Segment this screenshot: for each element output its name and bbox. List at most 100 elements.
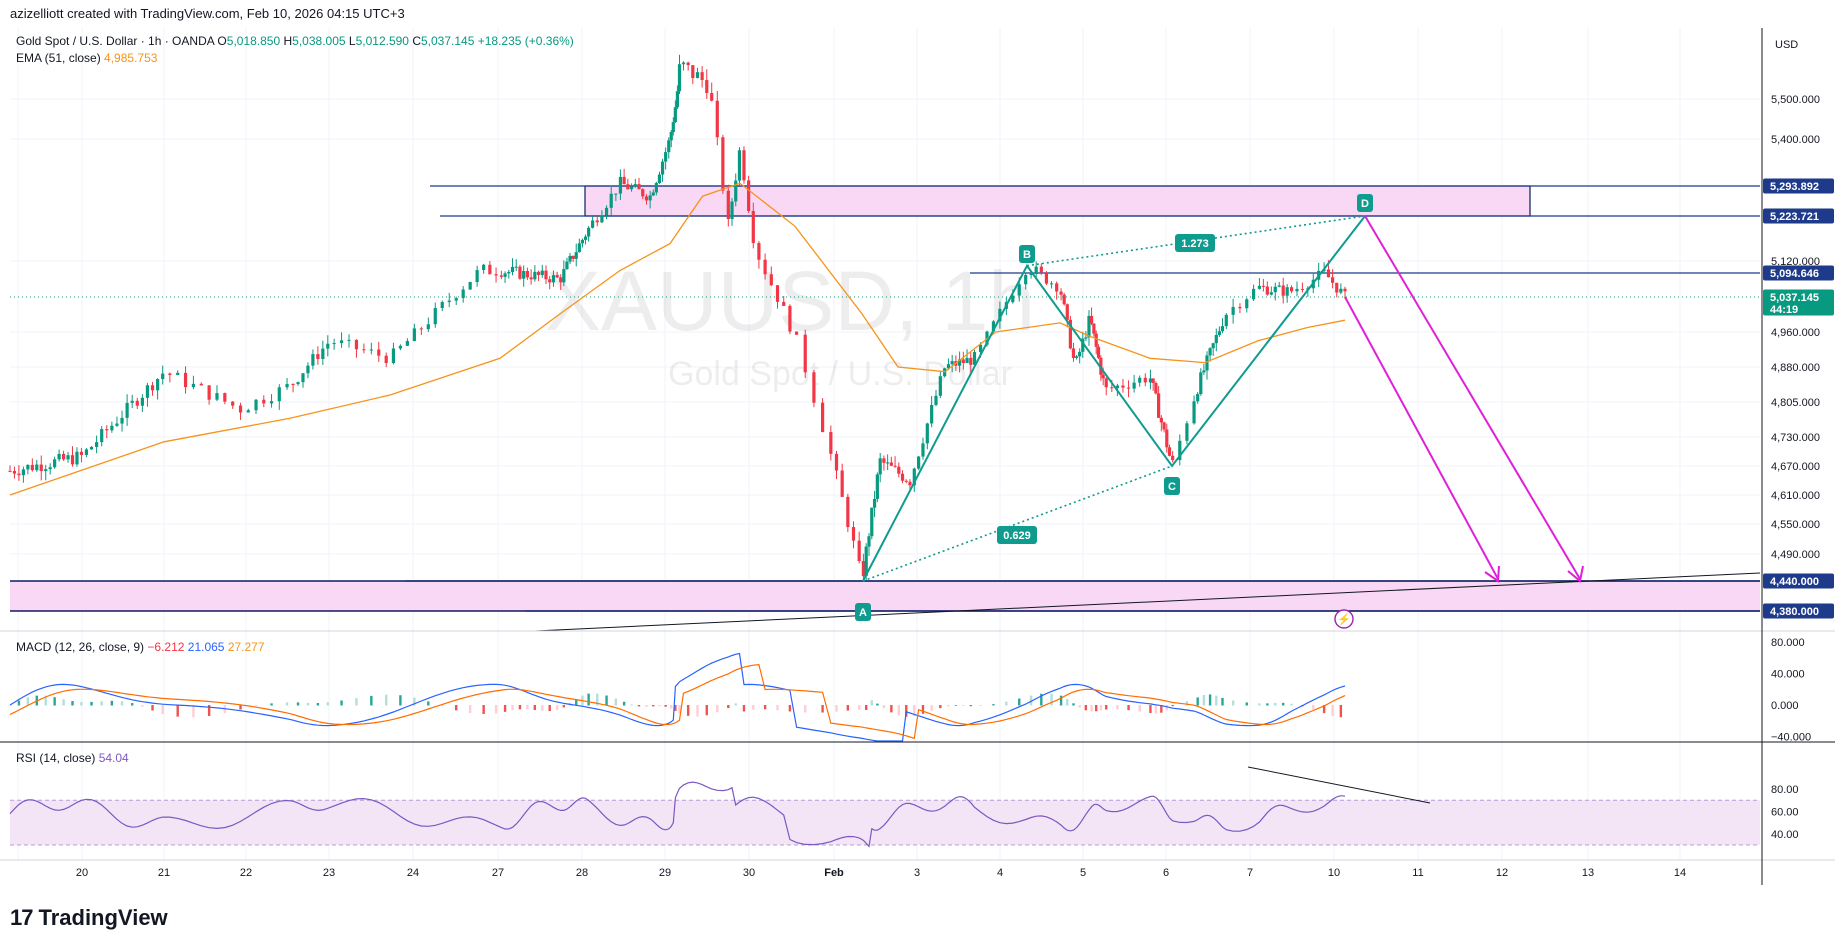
- candle-body: [1059, 291, 1063, 295]
- candle-body: [568, 255, 572, 262]
- candle-body: [972, 352, 977, 365]
- candle-body: [1171, 455, 1175, 461]
- candle-body: [1159, 417, 1163, 423]
- macd-histogram-bar: [969, 705, 972, 707]
- candle-body: [1295, 288, 1299, 292]
- candle-body: [580, 239, 585, 244]
- candle-body: [705, 80, 709, 94]
- price-tick-label: 4,960.000: [1771, 327, 1820, 339]
- macd-histogram-bar: [555, 705, 559, 710]
- candle-body: [369, 349, 373, 351]
- candle-body: [870, 507, 874, 537]
- candle-body: [1132, 382, 1136, 389]
- legend-ema: EMA (51, close) 4,985.753: [16, 51, 157, 65]
- macd-histogram-bar: [1050, 693, 1053, 706]
- brand-footer[interactable]: 17 TradingView: [10, 905, 168, 931]
- candle-body: [1224, 314, 1228, 327]
- macd-histogram-bar: [664, 705, 667, 707]
- macd-histogram-bar: [1018, 698, 1021, 706]
- time-tick-label: 13: [1582, 867, 1594, 879]
- macd-histogram-bar: [526, 705, 529, 710]
- candle-body: [1096, 346, 1101, 358]
- candle-body: [161, 373, 165, 380]
- macd-histogram-bar: [1116, 705, 1119, 710]
- macd-pane: [8, 652, 1346, 742]
- macd-histogram-bar: [596, 693, 599, 706]
- macd-histogram-bar: [1149, 705, 1152, 714]
- rsi-tick-label: 60.00: [1771, 806, 1799, 818]
- candle-body: [851, 527, 856, 541]
- macd-histogram-bar: [192, 705, 195, 718]
- macd-histogram-bar: [913, 705, 916, 717]
- candle-body: [1265, 286, 1269, 295]
- macd-histogram-bar: [80, 701, 83, 706]
- macd-histogram-bar: [905, 705, 908, 717]
- candle-body: [633, 184, 637, 187]
- macd-histogram-bar: [455, 705, 458, 711]
- candle-body: [965, 357, 969, 364]
- candle-body: [757, 242, 761, 260]
- price-badge-box: [1763, 289, 1834, 316]
- candle-body: [488, 264, 492, 275]
- candle-body: [1238, 306, 1242, 309]
- candle-body: [412, 328, 416, 341]
- candle-body: [95, 442, 99, 447]
- candle-body: [231, 401, 235, 406]
- candle-body: [1092, 323, 1096, 334]
- price-tick-label: 4,670.000: [1771, 461, 1820, 473]
- candle-body: [681, 62, 686, 65]
- candle-body: [978, 344, 983, 353]
- pattern-label-text: D: [1361, 198, 1369, 210]
- rsi-axis: 80.00 60.00 40.00: [1771, 784, 1799, 841]
- candle-body: [1029, 273, 1033, 276]
- candle-body: [223, 393, 227, 402]
- macd-histogram-bar: [614, 698, 618, 706]
- macd-histogram-bar: [1185, 701, 1189, 706]
- macd-histogram-bar: [835, 705, 838, 712]
- rsi-tick-label: 40.00: [1771, 829, 1799, 841]
- rsi-pane: [9, 766, 1760, 848]
- candle-body: [17, 473, 21, 476]
- macd-tick-label: 0.000: [1771, 700, 1799, 712]
- candle-body: [391, 348, 396, 364]
- price-tick-label: 4,610.000: [1771, 490, 1820, 502]
- macd-histogram-bar: [727, 705, 730, 709]
- macd-histogram-bar: [1127, 705, 1130, 711]
- pattern-label-box: [855, 603, 871, 621]
- macd-histogram-bar: [161, 705, 164, 715]
- arrowhead: [1567, 565, 1584, 583]
- price-badge-text: 4,440.000: [1770, 576, 1819, 588]
- candle-body: [577, 243, 581, 253]
- candle-body: [347, 339, 351, 341]
- time-tick-label: 28: [576, 867, 588, 879]
- open-value: 5,018.850: [226, 34, 281, 48]
- macd-histogram-bar: [992, 704, 995, 706]
- candle-body: [559, 277, 563, 283]
- candle-body: [1017, 284, 1021, 296]
- candle-body: [1205, 355, 1209, 371]
- candle-body: [75, 451, 79, 465]
- price-badge-box: [1763, 573, 1834, 589]
- candle-body: [657, 174, 662, 184]
- ratio-text: 1.273: [1181, 238, 1209, 250]
- macd-histogram-bar: [71, 701, 74, 706]
- candle-body: [1220, 326, 1225, 332]
- macd-histogram-bar: [120, 701, 124, 706]
- candle-body: [1049, 283, 1054, 285]
- macd-tick-label: 80.000: [1771, 637, 1805, 649]
- candle-body: [1300, 288, 1305, 290]
- macd-histogram-bar: [1231, 700, 1235, 706]
- macd-histogram-bar: [385, 694, 388, 706]
- candle-body: [1251, 288, 1256, 300]
- candle-body: [1074, 356, 1079, 358]
- time-tick-label: 12: [1496, 867, 1508, 879]
- candle-body: [1084, 337, 1088, 339]
- macd-histogram-bar: [151, 705, 154, 711]
- candle-body: [747, 180, 751, 212]
- candle-body: [651, 192, 655, 196]
- candle-body: [150, 385, 155, 391]
- candle-body: [1185, 423, 1189, 441]
- candle-body: [362, 349, 366, 351]
